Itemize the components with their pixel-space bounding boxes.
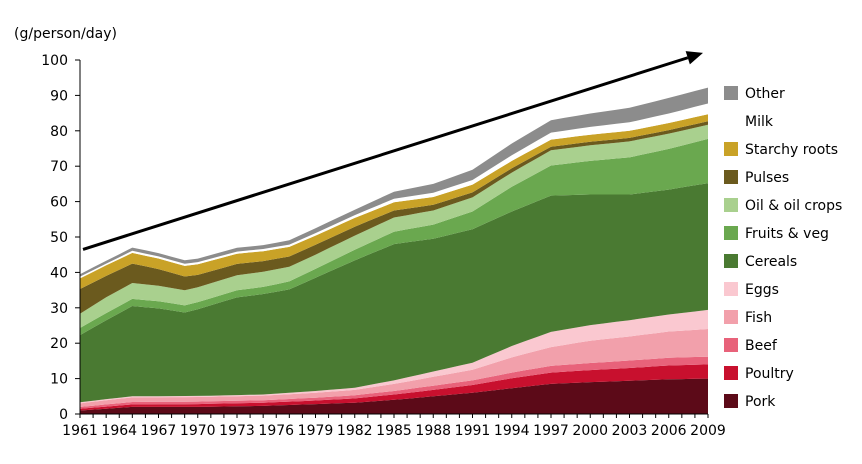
y-ticks: 0 10 20 30 40 50 60 70 80 90 100 — [41, 53, 80, 423]
legend-label: Poultry — [745, 366, 794, 382]
legend-label: Fruits & veg — [745, 226, 829, 242]
x-tick-label: 1985 — [376, 423, 412, 439]
legend-label: Other — [745, 86, 785, 102]
area-milk — [80, 103, 708, 279]
x-tick-label: 1970 — [180, 423, 216, 439]
y-tick-label: 30 — [50, 301, 68, 317]
legend: Other Milk Starchy roots Pulses Oil & oil cr… — [724, 86, 842, 410]
legend-label: Starchy roots — [745, 142, 838, 158]
x-tick-label: 1973 — [219, 423, 255, 439]
legend-label: Cereals — [745, 254, 797, 270]
legend-swatch — [724, 142, 738, 156]
legend-swatch — [724, 198, 738, 212]
legend-label: Pulses — [745, 170, 789, 186]
legend-swatch — [724, 310, 738, 324]
x-tick-label: 1976 — [258, 423, 294, 439]
y-tick-label: 70 — [50, 159, 68, 175]
x-tick-label: 1994 — [494, 423, 530, 439]
x-tick-label: 2006 — [651, 423, 687, 439]
area-starchy-roots — [80, 114, 708, 289]
legend-swatch — [724, 282, 738, 296]
area-pork — [80, 378, 708, 414]
y-tick-label: 50 — [50, 230, 68, 246]
legend-swatch — [724, 338, 738, 352]
trend-arrow-shaft — [82, 56, 689, 251]
y-tick-label: 100 — [41, 53, 68, 69]
legend-swatch — [724, 366, 738, 380]
legend-label: Eggs — [745, 282, 779, 298]
y-tick-label: 0 — [59, 407, 68, 423]
legend-swatch — [724, 226, 738, 240]
series-areas — [80, 87, 708, 414]
trend-arrow-head — [685, 51, 703, 65]
x-tick-label: 1997 — [533, 423, 569, 439]
area-eggs — [80, 309, 708, 404]
area-pulses — [80, 121, 708, 314]
x-tick-label: 2009 — [690, 423, 726, 439]
area-poultry — [80, 364, 708, 411]
area-oil-oil-crops — [80, 124, 708, 328]
x-tick-label: 1964 — [101, 423, 137, 439]
y-tick-label: 40 — [50, 265, 68, 281]
x-tick-label: 1991 — [455, 423, 491, 439]
x-tick-label: 2000 — [572, 423, 608, 439]
x-tick-label: 1988 — [415, 423, 451, 439]
area-beef — [80, 356, 708, 409]
legend-label: Beef — [745, 338, 778, 354]
x-ticks: 1961 1964 1967 1970 1973 1976 1979 1982 1985 1988… — [62, 414, 726, 439]
legend-label: Oil & oil crops — [745, 198, 842, 214]
legend-swatch — [724, 114, 738, 128]
y-tick-label: 90 — [50, 88, 68, 104]
x-tick-label: 1982 — [337, 423, 373, 439]
legend-swatch — [724, 86, 738, 100]
y-axis-label: (g/person/day) — [14, 26, 117, 42]
legend-swatch — [724, 254, 738, 268]
y-tick-label: 10 — [50, 372, 68, 388]
legend-label: Fish — [745, 310, 772, 326]
trend-arrow — [82, 51, 703, 251]
x-tick-label: 1979 — [298, 423, 334, 439]
legend-swatch — [724, 170, 738, 184]
area-cereals — [80, 183, 708, 403]
legend-swatch — [724, 394, 738, 408]
legend-label: Pork — [745, 394, 776, 410]
x-tick-label: 2003 — [612, 423, 648, 439]
y-tick-label: 80 — [50, 124, 68, 140]
area-fruits-veg — [80, 138, 708, 336]
area-fish — [80, 329, 708, 407]
y-tick-label: 60 — [50, 195, 68, 211]
x-tick-label: 1961 — [62, 423, 98, 439]
y-tick-label: 20 — [50, 336, 68, 352]
area-other — [80, 87, 708, 277]
x-tick-label: 1967 — [141, 423, 177, 439]
legend-label: Milk — [745, 114, 774, 130]
